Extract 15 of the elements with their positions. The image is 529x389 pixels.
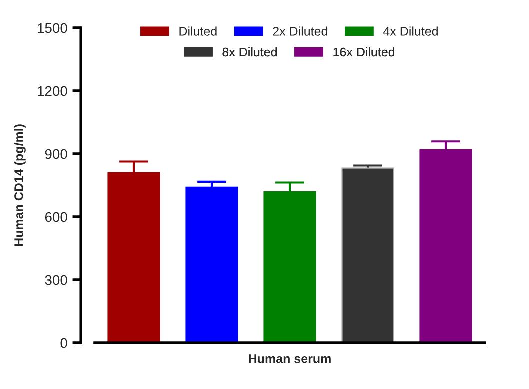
y-tick-label: 600 (45, 212, 68, 222)
legend-label: 4x Diluted (383, 26, 438, 36)
legend-label: 2x Diluted (273, 26, 328, 36)
y-tick-label: 300 (45, 275, 68, 286)
y-axis-title: Human CD14 (pg/ml) (14, 124, 26, 246)
legend-label: 16x Diluted (334, 47, 395, 57)
y-tick-label: 1200 (38, 86, 68, 96)
legend-label: 8x Diluted (222, 47, 277, 57)
y-tick-label: 0 (60, 338, 68, 348)
y-tick-label: 1500 (38, 23, 68, 34)
bar (342, 168, 394, 343)
y-tick-label: 900 (45, 149, 68, 160)
bar (186, 186, 238, 343)
x-tick-label: Human serum (249, 354, 331, 364)
legend-label: Diluted (180, 26, 217, 36)
